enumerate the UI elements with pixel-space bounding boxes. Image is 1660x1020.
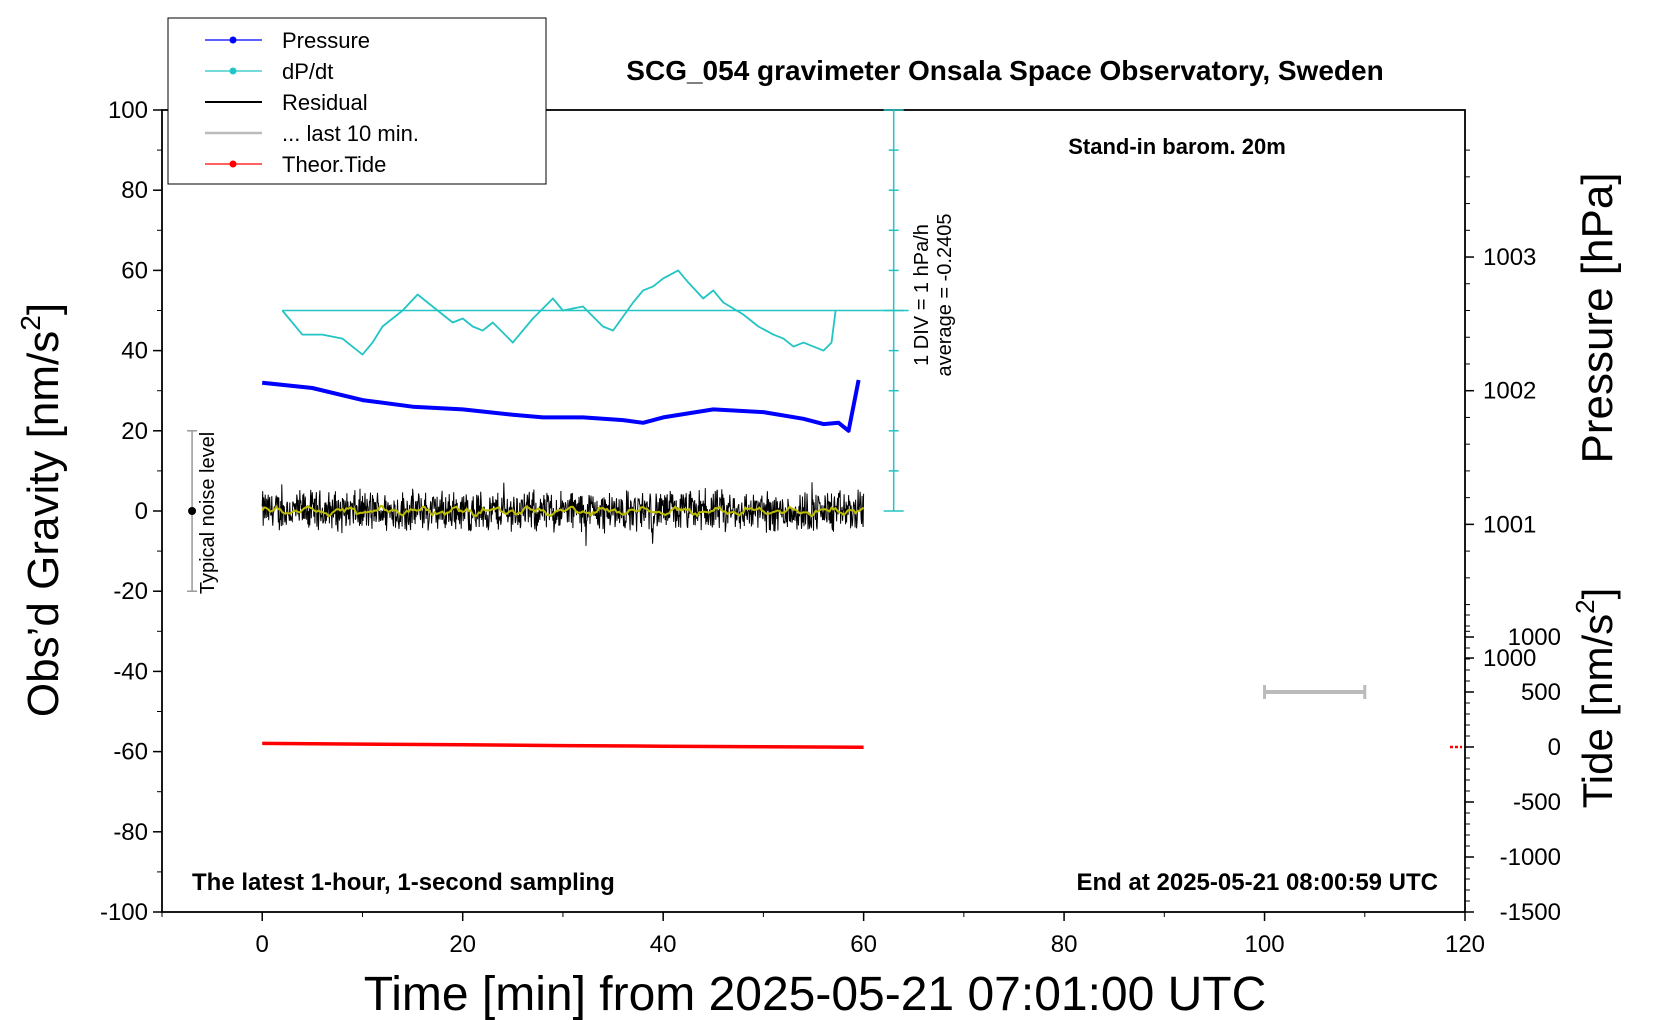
noise-indicator — [187, 430, 198, 592]
tide-axis-label-sup: 2 — [1570, 599, 1600, 613]
pressure-tick-label: 1001 — [1483, 511, 1536, 538]
y-tick-label: 20 — [121, 418, 148, 445]
residual-series — [261, 482, 865, 546]
dpdt-line — [281, 269, 837, 356]
pressure-axis-ticks: 1003 1002 1001 1000 — [1465, 149, 1536, 672]
y-axis-ticks: 100 80 60 40 20 0 -20 -40 -60 -80 -100 — [100, 97, 162, 926]
y-axis-label-main: Obs’d Gravity [nm/s — [19, 331, 68, 717]
y-tick-label: -100 — [100, 899, 148, 926]
legend-swatch-marker — [229, 160, 237, 168]
tide-axis-ticks: 1000 500 0 -500 -1000 -1500 — [1465, 614, 1561, 926]
pressure-axis-label: Pressure [hPa] — [1573, 172, 1622, 463]
noise-center-dot — [188, 507, 197, 515]
pressure-line — [261, 379, 861, 433]
div-label-line1: 1 DIV = 1 hPa/h — [911, 224, 933, 366]
barometer-note: Stand-in barom. 20m — [1068, 134, 1286, 159]
pressure-tick-label: 1002 — [1483, 378, 1536, 405]
tide-series — [262, 741, 864, 750]
y-axis-label-sup: 2 — [15, 315, 46, 331]
legend-label: Pressure — [282, 28, 370, 53]
y-tick-label: -60 — [113, 739, 148, 766]
tide-tick-label: 0 — [1548, 734, 1561, 761]
tide-axis-label: Tide [nm/s2] — [1570, 588, 1621, 809]
tide-tick-label: -1500 — [1500, 899, 1561, 926]
legend-label: ... last 10 min. — [282, 121, 419, 146]
bottom-right-note: End at 2025-05-21 08:00:59 UTC — [1077, 869, 1439, 896]
tide-line — [262, 741, 864, 750]
legend-label: dP/dt — [282, 59, 333, 84]
chart-title: SCG_054 gravimeter Onsala Space Observat… — [626, 55, 1383, 86]
y-tick-label: -40 — [113, 658, 148, 685]
y-axis-label-end: ] — [19, 303, 68, 315]
x-tick-label: 120 — [1445, 931, 1485, 958]
tide-tick-label: 1000 — [1508, 624, 1561, 651]
bottom-left-note: The latest 1-hour, 1-second sampling — [192, 869, 615, 896]
y-tick-label: -80 — [113, 819, 148, 846]
y-tick-label: 100 — [108, 97, 148, 124]
tide-tick-label: -500 — [1513, 789, 1561, 816]
x-tick-label: 20 — [449, 931, 476, 958]
tide-axis-label-main: Tide [nm/s — [1574, 614, 1621, 809]
x-axis-ticks: 0 20 40 60 80 100 120 — [161, 912, 1485, 958]
x-tick-label: 100 — [1245, 931, 1285, 958]
legend-entries: Pressure dP/dt Residual ... last 10 min. The… — [205, 28, 419, 177]
noise-label: Typical noise level — [197, 432, 219, 594]
y-tick-label: 0 — [135, 498, 148, 525]
legend-label: Theor.Tide — [282, 152, 386, 177]
div-label-line2: average = -0.2405 — [934, 214, 956, 377]
x-tick-label: 0 — [256, 931, 269, 958]
residual-line — [261, 482, 865, 546]
legend-label: Residual — [282, 90, 368, 115]
pressure-series — [261, 379, 861, 433]
x-tick-label: 80 — [1051, 931, 1078, 958]
x-tick-label: 60 — [850, 931, 877, 958]
legend-swatch-marker — [229, 36, 237, 44]
y-tick-label: 60 — [121, 257, 148, 284]
legend: Pressure dP/dt Residual ... last 10 min. The… — [167, 17, 547, 185]
y-tick-label: 80 — [121, 177, 148, 204]
y-tick-label: 40 — [121, 338, 148, 365]
y-tick-label: -20 — [113, 578, 148, 605]
x-axis-label: Time [min] from 2025-05-21 07:01:00 UTC — [364, 968, 1267, 1020]
tide-tick-label: 500 — [1521, 679, 1561, 706]
legend-swatch-marker — [229, 67, 237, 75]
tide-tick-label: -1000 — [1500, 844, 1561, 871]
extra-markers — [1263, 685, 1462, 749]
x-tick-label: 40 — [650, 931, 677, 958]
tide-axis-label-end: ] — [1574, 588, 1621, 600]
last10-series — [261, 504, 865, 518]
last10-line — [261, 504, 865, 518]
y-axis-label: Obs’d Gravity [nm/s2] — [15, 303, 68, 717]
dpdt-series — [281, 269, 837, 356]
pressure-tick-label: 1000 — [1483, 645, 1536, 672]
pressure-tick-label: 1003 — [1483, 244, 1536, 271]
